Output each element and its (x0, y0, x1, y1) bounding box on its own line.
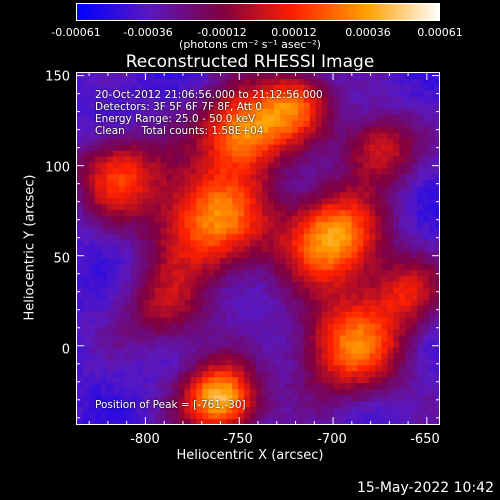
x-tick-label: -750 (223, 432, 253, 447)
y-tick-label: 0 (61, 342, 70, 358)
colorbar (76, 3, 440, 21)
x-tick-label: -650 (410, 432, 440, 447)
colorbar-tick: 0.00012 (271, 26, 317, 39)
colorbar-tick: 0.00061 (417, 26, 463, 39)
annotation-method: Clean Total counts: 1.58E+04 (95, 125, 264, 137)
chart-title: Reconstructed RHESSI Image (125, 52, 375, 72)
x-tick-label: -800 (130, 432, 160, 447)
footer-timestamp: 15-May-2022 10:42 (356, 480, 494, 496)
y-tick-label: 150 (45, 69, 70, 85)
heatmap-image (77, 73, 439, 424)
colorbar-tick: -0.00012 (197, 26, 247, 39)
annotation-detectors: Detectors: 3F 5F 6F 7F 8F, Att 0 (95, 101, 262, 113)
annotation-peak: Position of Peak = [-761,-30] (95, 399, 246, 411)
colorbar-tick: -0.00061 (51, 26, 101, 39)
colorbar-tick: -0.00036 (123, 26, 173, 39)
plot-area: 20-Oct-2012 21:06:56.000 to 21:12:56.000… (76, 72, 440, 425)
y-tick-label: 100 (45, 160, 70, 176)
colorbar-unit: (photons cm⁻² s⁻¹ asec⁻²) (179, 38, 321, 51)
annotation-energy: Energy Range: 25.0 - 50.0 keV (95, 113, 256, 125)
y-axis-label: Heliocentric Y (arcsec) (22, 174, 38, 321)
x-axis-label: Heliocentric X (arcsec) (176, 448, 324, 463)
y-tick-label: 50 (53, 251, 70, 267)
annotation-time: 20-Oct-2012 21:06:56.000 to 21:12:56.000 (95, 89, 323, 101)
colorbar-tick: 0.00036 (345, 26, 391, 39)
x-tick-label: -700 (317, 432, 347, 447)
